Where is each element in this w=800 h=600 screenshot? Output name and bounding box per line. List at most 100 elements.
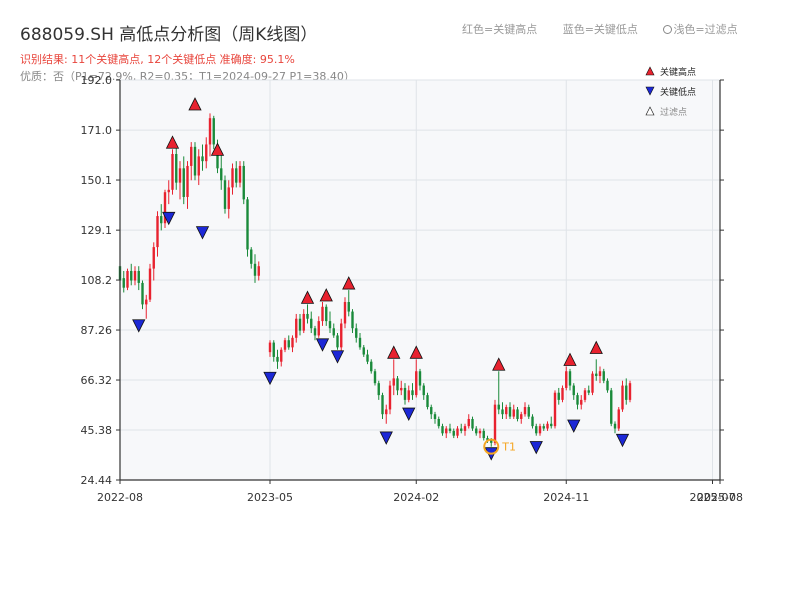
key-low-marker [315,338,330,352]
key-high-marker [492,357,506,371]
candle-body [445,428,448,434]
candle-body [418,371,422,386]
candle-body [587,390,590,393]
key-high-marker [589,340,603,354]
candle-body [550,423,553,427]
candle-body [542,426,545,429]
candle-body [598,371,602,377]
candle-body [205,144,208,162]
candle-body [366,354,369,362]
candle-body [156,216,159,248]
candle-body [441,426,444,434]
axes: 24.44 45.38 66.32 87.26 108.2 129.1 150.1 171.0… [81,74,743,504]
y-tick-label: 87.26 [81,324,113,337]
candle-body [538,426,542,434]
candle-body [152,247,155,269]
legend-high-marker [645,66,655,76]
candle-body [178,168,182,183]
candle-body [340,323,343,348]
candle-body [145,299,148,305]
candle-body [625,385,628,400]
candle-body [280,349,283,362]
key-high-marker [342,276,356,290]
page-title: 688059.SH 高低点分析图（周K线图） [20,25,318,45]
candle-body [182,168,185,197]
candle-body [505,407,508,415]
candle-body [355,328,358,338]
candle-body [478,430,482,434]
key-low-marker [132,319,146,333]
candle-body [475,428,478,434]
candle-body [610,390,613,424]
legend-low-label: 关键低点 [660,86,696,98]
candle-body [321,306,324,322]
candle-body [422,385,425,396]
candle-body [287,340,290,348]
recognition-summary: 识别结果: 11个关键高点, 12个关键低点 准确度: 95.1% [20,53,295,66]
candle-body [572,385,575,396]
legend-filtered-marker [645,106,655,116]
candle-body [520,414,523,419]
candle-body [471,418,474,429]
key-low-marker [567,419,581,433]
candle-body [306,313,309,319]
candle-body [490,440,493,443]
color-legend: 红色=关键高点 蓝色=关键低点 浅色=过滤点 [462,21,760,37]
candle-body [253,263,257,276]
candle-body [220,168,223,181]
candle-body [403,387,407,400]
y-tick-label: 66.32 [81,374,113,387]
key-high-marker [409,345,423,359]
candle-body [628,383,632,400]
candle-body [190,146,193,166]
candle-body [160,216,163,224]
candle-body [126,270,129,288]
candle-body [452,430,455,436]
key-high-marker [165,135,180,149]
candle-body [208,118,212,145]
candle-body [591,373,594,393]
candle-body [388,385,392,410]
markers: T1 [132,97,630,461]
candle-body [613,423,617,429]
candle-body [448,428,452,431]
candle-body [343,302,347,324]
candle-body [617,409,620,429]
candle-body [238,165,242,183]
candle-body [325,306,328,322]
x-tick-label: 2025-08 [697,491,743,504]
candle-body [193,146,197,176]
candle-body [310,318,313,329]
candles [118,113,632,447]
candle-body [148,268,152,300]
key-low-marker [195,226,210,240]
candle-body [186,165,189,197]
candle-body [463,426,467,431]
y-tick-label: 24.44 [81,474,113,487]
candle-body [362,347,365,355]
candle-body [482,430,485,439]
candle-body [272,342,275,357]
x-tick-label: 2024-11 [543,491,589,504]
candle-body [133,270,137,281]
y-tick-label: 45.38 [81,424,113,437]
key-low-marker [615,433,630,448]
candle-body [467,418,470,427]
candle-body [602,371,605,381]
candle-body [268,342,272,353]
candle-body [411,390,414,396]
candle-body [358,337,362,348]
candle-body [130,270,133,281]
candle-body [583,390,587,400]
candle-body [557,392,560,400]
candle-body [576,395,579,405]
candle-body [122,278,125,288]
candle-body [336,335,339,348]
key-high-marker [188,97,202,111]
y-tick-label: 171.0 [81,124,113,137]
candle-body [553,392,557,427]
x-tick-label: 2025-07 [690,491,736,504]
candle-body [223,180,227,209]
legend-blue-text: 蓝色=关键低点 [562,23,638,36]
